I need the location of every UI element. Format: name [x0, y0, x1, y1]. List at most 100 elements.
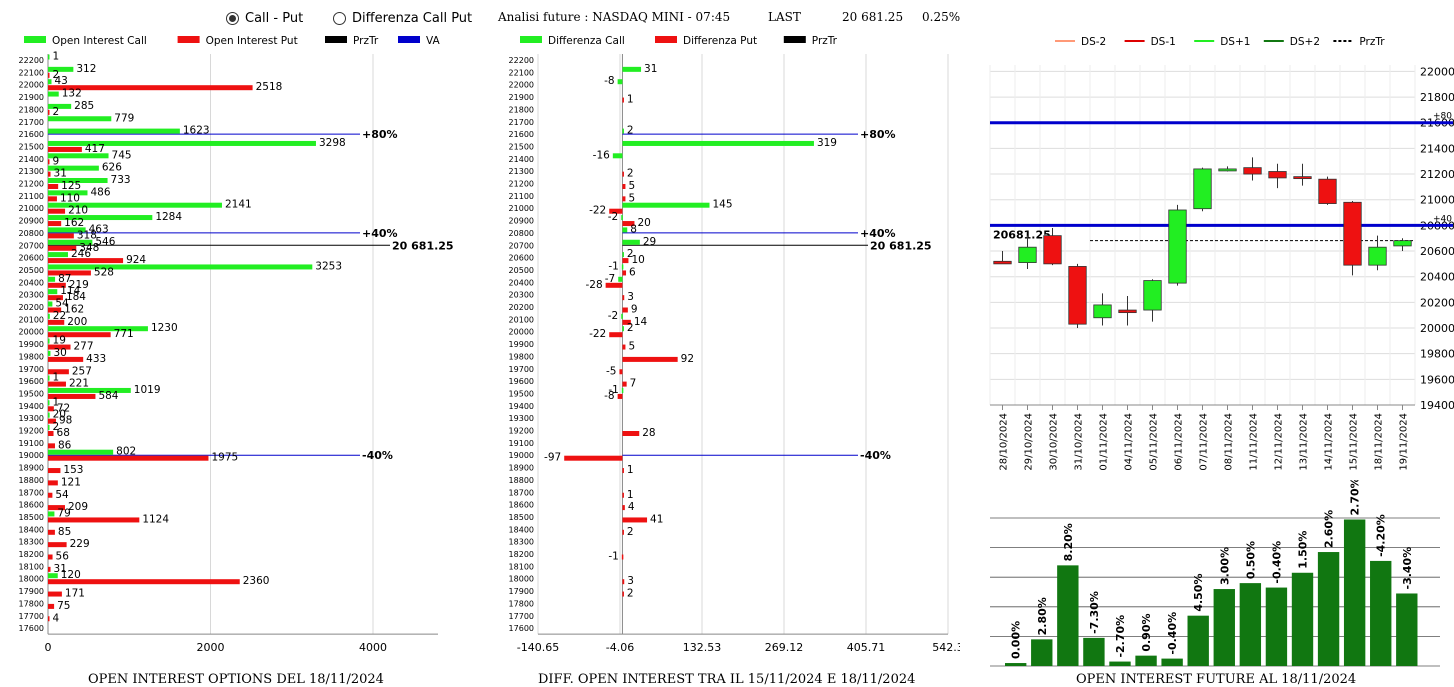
put-value-label: 433: [86, 353, 106, 365]
call-value-label: 319: [817, 137, 837, 149]
call-value-label: 30: [53, 347, 66, 359]
put-bar: [622, 221, 635, 227]
put-value-label: 1975: [211, 452, 238, 464]
call-bar: [48, 215, 153, 221]
strike-label: 18900: [509, 464, 534, 473]
reference-label: +80%: [860, 128, 896, 141]
x-tick-label: 4000: [359, 641, 387, 654]
put-value-label: 162: [64, 217, 84, 229]
strike-label: 20500: [19, 266, 44, 275]
put-value-label: 584: [98, 390, 118, 402]
radio-differenza-label: Differenza Call Put: [352, 11, 473, 26]
call-bar: [48, 573, 58, 579]
put-bar: [622, 591, 624, 597]
radio-call-put[interactable]: Call - Put: [226, 11, 303, 26]
call-bar: [48, 326, 148, 332]
strike-label: 20600: [509, 254, 534, 263]
call-bar: [621, 387, 624, 393]
call-value-label: 1284: [155, 211, 182, 223]
strike-label: 20800: [19, 229, 44, 238]
strike-label: 20700: [509, 241, 534, 250]
candle-body: [1343, 201, 1362, 266]
put-bar: [622, 270, 627, 276]
call-value-label: 2: [53, 421, 60, 433]
oi-future-bar: [1239, 583, 1262, 666]
oi-future-value-label: 2.80%: [1036, 597, 1049, 635]
oi-options-chart: Open Interest Call Open Interest Put PrzTr…: [19, 35, 454, 654]
oi-future-bar: [1317, 552, 1340, 666]
value-area-label: +40: [1433, 214, 1452, 224]
strike-label: 19300: [509, 414, 534, 423]
candle-body: [1268, 171, 1287, 179]
call-bar: [622, 128, 624, 134]
put-bar: [622, 258, 629, 264]
legend-label: PrzTr: [1359, 36, 1385, 48]
strike-label: 22000: [19, 81, 44, 90]
put-value-label: -97: [544, 452, 561, 464]
x-tick-label: 542.3: [932, 641, 960, 654]
candle-body: [1218, 168, 1237, 172]
put-value-label: 14: [634, 316, 648, 328]
call-bar: [48, 190, 88, 196]
call-value-label: 1230: [151, 322, 178, 334]
call-bar: [622, 66, 642, 72]
oi-future-bar: [1161, 658, 1183, 666]
put-value-label: 417: [85, 143, 105, 155]
put-bar: [48, 492, 53, 498]
call-value-label: 1: [53, 396, 60, 408]
oi-future-bar: [1343, 519, 1366, 666]
reference-label: 20 681.25: [870, 239, 932, 252]
put-bar: [622, 97, 624, 103]
oi-future-bar: [1396, 593, 1418, 666]
put-bar: [48, 221, 62, 227]
x-tick-label: 19/11/2024: [1399, 413, 1410, 471]
strike-label: 18300: [19, 538, 44, 547]
call-value-label: 2141: [225, 199, 252, 211]
put-bar: [48, 381, 66, 387]
oi-future-value-label: -2.70%: [1114, 615, 1127, 658]
put-bar: [622, 307, 628, 313]
strike-label: 19400: [509, 402, 534, 411]
put-bar: [622, 431, 640, 436]
put-bar: [48, 85, 253, 91]
strike-label: 21500: [19, 142, 44, 151]
strike-label: 19200: [509, 427, 534, 436]
put-bar: [48, 171, 51, 177]
strike-label: 20400: [509, 278, 534, 287]
call-value-label: 626: [102, 162, 122, 174]
oi-future-bar: [1187, 615, 1209, 666]
reference-label: 20 681.25: [392, 239, 454, 252]
strike-label: 19700: [509, 365, 534, 374]
strike-label: 20700: [19, 241, 44, 250]
candle-body: [1168, 209, 1187, 284]
put-bar: [48, 603, 55, 609]
put-value-label: 2: [627, 168, 634, 180]
candle-body: [1118, 309, 1137, 314]
call-bar: [48, 375, 50, 381]
reference-label: -40%: [860, 449, 891, 462]
call-bar: [48, 91, 59, 97]
radio-differenza-call-put[interactable]: Differenza Call Put: [333, 11, 472, 26]
legend-label: Differenza Call: [548, 35, 625, 47]
put-value-label: 200: [67, 316, 87, 328]
candle-body: [1193, 168, 1212, 210]
header-title: Analisi future : NASDAQ MINI - 07:45: [498, 10, 731, 24]
call-bar: [48, 425, 50, 430]
put-value-label: 2: [627, 526, 634, 538]
put-value-label: 1: [627, 94, 634, 106]
legend-swatch: [398, 36, 420, 43]
put-value-label: 86: [58, 439, 72, 451]
legend-swatch: [325, 36, 347, 43]
strike-label: 19700: [19, 365, 44, 374]
strike-label: 18600: [509, 501, 534, 510]
candlestick-chart: DS-2 DS-1 DS+1 DS+2 PrzTr 19400 19600 19800 2000…: [989, 36, 1454, 471]
put-bar: [622, 579, 625, 585]
call-bar: [48, 54, 50, 60]
strike-label: 21400: [19, 155, 44, 164]
strike-label: 19400: [19, 402, 44, 411]
strike-label: 18600: [19, 501, 44, 510]
put-value-label: 20: [637, 217, 650, 229]
put-value-label: 2: [627, 588, 634, 600]
header-last-label: LAST: [768, 10, 801, 24]
oi-future-bar: [1291, 572, 1314, 666]
